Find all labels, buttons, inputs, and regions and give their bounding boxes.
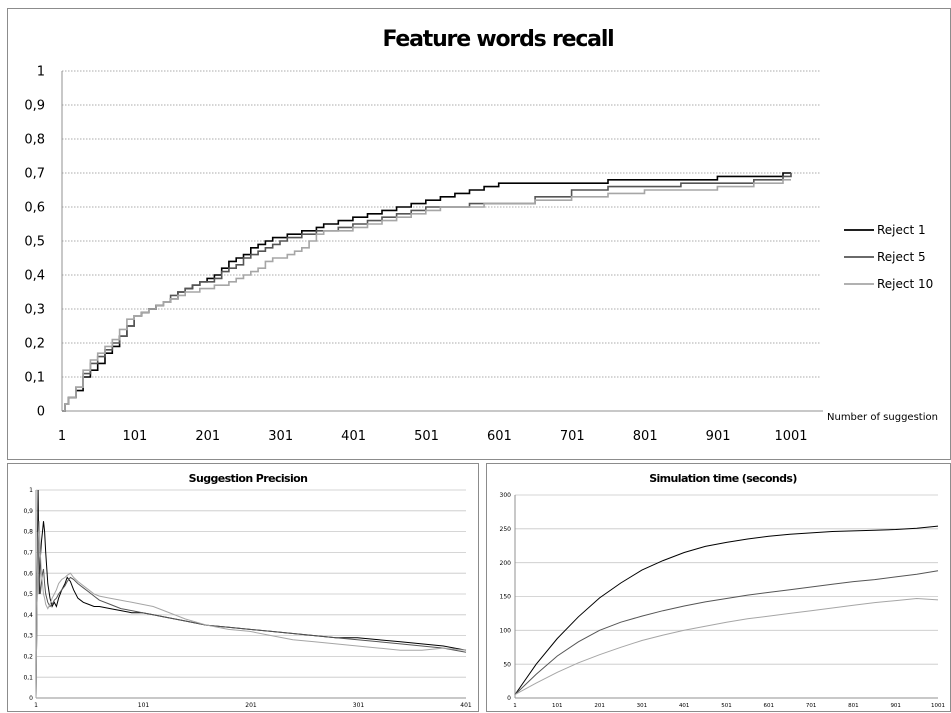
precision-x-tick-label: 301 [353, 702, 365, 709]
precision-y-tick-label: 0,2 [23, 654, 33, 661]
precision-x-tick-label: 201 [245, 702, 257, 709]
recall-chart: Feature words recall Number of suggestio… [24, 27, 938, 444]
recall-x-tick-label: 1001 [774, 429, 807, 444]
time-y-tick-label: 300 [500, 492, 512, 499]
recall-series-line-3 [62, 179, 791, 412]
time-x-tick-label: 501 [721, 703, 732, 709]
time-x-tick-label: 801 [848, 703, 859, 709]
recall-chart-panel: Feature words recall Number of suggestio… [7, 8, 951, 460]
time-x-tick-label: 701 [806, 703, 817, 709]
recall-y-tick-label: 0,5 [24, 235, 45, 250]
recall-x-tick-label: 801 [633, 429, 658, 444]
time-y-tick-label: 200 [500, 560, 512, 567]
time-y-tick-label: 100 [500, 627, 512, 634]
recall-y-tick-label: 1 [37, 65, 45, 80]
recall-y-tick-label: 0,2 [24, 337, 45, 352]
precision-x-tick-label: 101 [138, 702, 150, 709]
time-x-tick-label: 901 [890, 703, 901, 709]
precision-chart-panel: Suggestion Precision 0 0,1 0,2 0,3 0,4 0,5 0,6… [7, 463, 479, 712]
precision-chart: Suggestion Precision 0 0,1 0,2 0,3 0,4 0,5 0,6… [23, 472, 472, 709]
precision-y-tick-label: 0,4 [23, 612, 33, 619]
time-x-tick-label: 101 [552, 703, 563, 709]
time-x-tick-label: 301 [637, 703, 648, 709]
recall-chart-title: Feature words recall [382, 27, 613, 52]
recall-series-line-2 [62, 173, 792, 412]
recall-x-tick-label: 701 [560, 429, 585, 444]
time-series-line-2 [514, 570, 939, 695]
recall-y-tick-label: 0,9 [24, 99, 45, 114]
recall-x-tick-label: 101 [122, 429, 147, 444]
precision-y-tick-label: 0,1 [23, 674, 33, 681]
recall-y-tick-label: 0 [37, 405, 45, 420]
recall-x-tick-label: 601 [487, 429, 512, 444]
precision-series-line-3 [35, 521, 467, 699]
recall-y-tick-label: 0,4 [24, 269, 45, 284]
precision-y-tick-label: 0,7 [23, 550, 33, 557]
legend-label-2: Reject 5 [877, 250, 926, 264]
legend-label-3: Reject 10 [877, 277, 933, 291]
precision-chart-title: Suggestion Precision [189, 472, 308, 485]
time-series-line-3 [514, 597, 939, 696]
recall-y-tick-label: 0,1 [24, 371, 45, 386]
recall-y-tick-label: 0,8 [24, 133, 45, 148]
time-series-line-1 [514, 525, 939, 695]
precision-y-tick-label: 0,9 [23, 508, 33, 515]
recall-x-tick-label: 901 [706, 429, 731, 444]
time-y-tick-label: 150 [500, 594, 512, 601]
recall-x-tick-label: 301 [268, 429, 293, 444]
time-x-tick-label: 401 [679, 703, 690, 709]
recall-y-tick-label: 0,7 [24, 167, 45, 182]
recall-x-tick-label: 501 [414, 429, 439, 444]
legend-label-1: Reject 1 [877, 223, 926, 237]
recall-x-tick-label: 401 [341, 429, 366, 444]
precision-y-tick-label: 0,6 [23, 570, 33, 577]
time-y-tick-label: 250 [500, 526, 512, 533]
time-y-tick-label: 50 [503, 661, 511, 668]
time-x-tick-label: 1 [513, 703, 517, 709]
time-y-tick-label: 0 [507, 695, 511, 702]
time-x-tick-label: 1001 [931, 703, 945, 709]
recall-y-tick-label: 0,3 [24, 303, 45, 318]
recall-y-tick-label: 0,6 [24, 201, 45, 216]
time-x-tick-label: 601 [764, 703, 775, 709]
precision-y-tick-label: 0,8 [23, 529, 33, 536]
precision-x-tick-label: 1 [34, 702, 38, 709]
simulation-time-chart-title: Simulation time (seconds) [649, 472, 797, 485]
precision-y-tick-label: 0,3 [23, 633, 33, 640]
recall-x-tick-label: 201 [195, 429, 220, 444]
precision-y-tick-label: 0,5 [23, 591, 33, 598]
simulation-time-chart: Simulation time (seconds) 0 50 100 150 200 25… [500, 472, 945, 709]
simulation-time-chart-panel: Simulation time (seconds) 0 50 100 150 200 25… [486, 463, 951, 712]
precision-y-tick-label: 0 [29, 695, 33, 702]
time-x-tick-label: 201 [594, 703, 605, 709]
recall-x-tick-label: 1 [58, 429, 66, 444]
precision-x-tick-label: 401 [460, 702, 472, 709]
precision-y-tick-label: 1 [29, 487, 33, 494]
recall-x-axis-label: Number of suggestion [827, 412, 938, 423]
precision-series-line-2 [35, 531, 467, 699]
